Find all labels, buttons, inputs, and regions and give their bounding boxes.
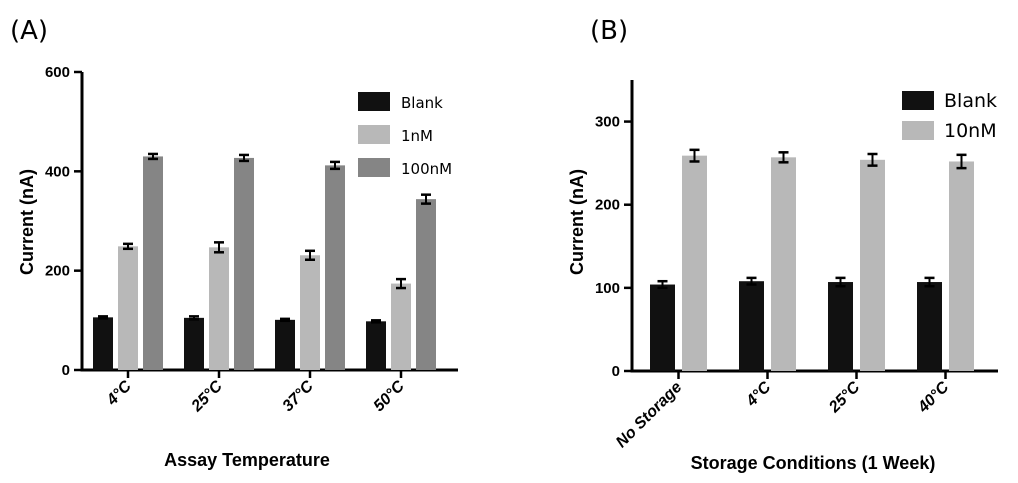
b-bar-blank bbox=[828, 282, 853, 371]
b-bar-blank bbox=[739, 281, 764, 371]
a-bar-100nm bbox=[143, 156, 163, 370]
a-bar-1nm bbox=[209, 247, 229, 370]
b-legend-label: Blank bbox=[944, 90, 997, 112]
a-category-label: 37°C bbox=[280, 377, 318, 415]
b-bar-10nm bbox=[949, 161, 974, 371]
b-category-label: 40°C bbox=[914, 378, 952, 416]
a-bar-blank bbox=[184, 317, 204, 370]
a-legend-label: 100nM bbox=[401, 160, 452, 178]
b-category-label: No Storage bbox=[613, 379, 685, 451]
b-y-tick-label: 200 bbox=[595, 197, 620, 214]
panel-b-x-axis-title: Storage Conditions (1 Week) bbox=[691, 453, 936, 473]
panel-a-chart: (A) Current (nA) Assay Temperature 0 200 4… bbox=[10, 16, 458, 470]
panel-a-legend: Blank 1nM 100nM bbox=[358, 92, 452, 178]
a-bar-blank bbox=[93, 317, 113, 370]
b-category-label: 25°C bbox=[825, 378, 863, 416]
b-legend-label: 10nM bbox=[944, 120, 997, 142]
a-legend-label: Blank bbox=[401, 94, 443, 112]
b-legend-swatch bbox=[902, 91, 934, 110]
a-legend-swatch bbox=[358, 125, 390, 144]
a-bar-blank bbox=[275, 319, 295, 370]
a-legend-swatch bbox=[358, 92, 390, 111]
a-y-tick-label: 600 bbox=[45, 64, 70, 81]
b-y-tick-label: 300 bbox=[595, 114, 620, 131]
panel-b-chart: (B) Current (nA) Storage Conditions (1 W… bbox=[567, 16, 998, 473]
a-bar-100nm bbox=[234, 157, 254, 370]
b-category-label: 4°C bbox=[743, 378, 775, 410]
b-bar-10nm bbox=[771, 157, 796, 371]
a-category-label: 4°C bbox=[103, 377, 135, 409]
b-bar-blank bbox=[917, 282, 942, 371]
a-y-tick-label: 0 bbox=[62, 362, 70, 379]
a-bar-1nm bbox=[118, 246, 138, 370]
a-category-label: 50°C bbox=[371, 377, 409, 415]
panel-a-y-axis-title: Current (nA) bbox=[17, 169, 37, 275]
panel-b-label: (B) bbox=[590, 16, 628, 46]
a-category-label: 25°C bbox=[188, 377, 226, 415]
panel-b-y-axis-title: Current (nA) bbox=[567, 169, 587, 275]
a-bar-1nm bbox=[391, 283, 411, 370]
b-y-tick-label: 100 bbox=[595, 280, 620, 297]
a-legend-label: 1nM bbox=[401, 127, 433, 145]
b-legend-swatch bbox=[902, 121, 934, 140]
a-bar-1nm bbox=[300, 255, 320, 370]
b-bar-10nm bbox=[860, 159, 885, 371]
a-bar-100nm bbox=[416, 199, 436, 370]
panel-b-legend: Blank 10nM bbox=[902, 90, 997, 142]
panel-a-label: (A) bbox=[10, 16, 48, 46]
b-bar-blank bbox=[650, 284, 675, 371]
b-bar-10nm bbox=[682, 155, 707, 371]
a-bar-blank bbox=[366, 321, 386, 370]
a-y-tick-label: 400 bbox=[45, 163, 70, 180]
panel-a-x-axis-title: Assay Temperature bbox=[164, 450, 330, 470]
b-y-tick-label: 0 bbox=[612, 363, 620, 380]
a-legend-swatch bbox=[358, 158, 390, 177]
a-bar-100nm bbox=[325, 165, 345, 370]
a-y-tick-label: 200 bbox=[45, 263, 70, 280]
